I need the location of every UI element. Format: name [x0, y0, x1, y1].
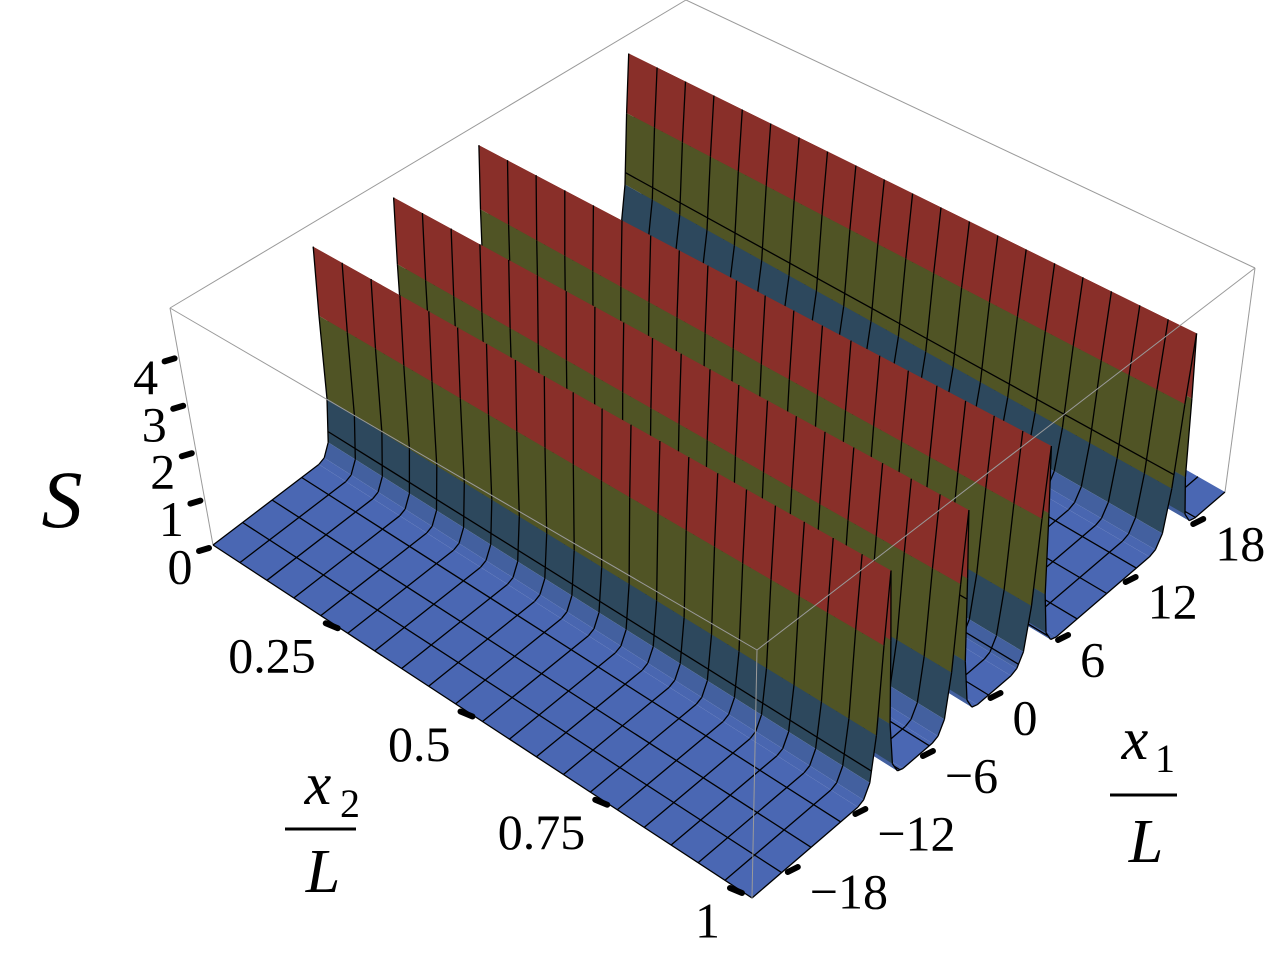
- tick-mark: [727, 885, 745, 896]
- box-front: [169, 267, 1256, 899]
- x1-label-numerator: x: [1121, 706, 1149, 772]
- tick-mark: [178, 450, 195, 460]
- tick-mark: [196, 545, 212, 554]
- tick-mark: [987, 690, 1004, 701]
- box-edge: [169, 0, 687, 309]
- tick-label: 1: [159, 491, 184, 547]
- mesh-line: [212, 463, 859, 899]
- tick-label: 2: [150, 444, 175, 500]
- mesh-line: [625, 53, 1198, 405]
- box-back: [169, 0, 1256, 546]
- box-edge: [751, 649, 758, 899]
- tick-mark: [852, 806, 869, 817]
- mesh-line: [392, 197, 970, 585]
- tick-label: 0: [168, 538, 193, 594]
- x1-label-subscript: 1: [1155, 736, 1175, 781]
- box-edge: [1224, 267, 1256, 493]
- mesh-line: [620, 184, 1173, 534]
- tick-label: 0.75: [498, 804, 586, 860]
- tick-mark: [457, 708, 476, 720]
- mesh-line: [624, 113, 1186, 489]
- tick-mark: [170, 402, 187, 412]
- surface: [212, 53, 1226, 899]
- mesh-line: [318, 315, 885, 736]
- tick-label: 0.25: [228, 628, 316, 684]
- surface-strip: [213, 464, 858, 898]
- z-axis-label: S: [42, 454, 83, 545]
- tick-mark: [1190, 516, 1207, 527]
- tick-label: 0: [1013, 689, 1038, 745]
- x2-label-denominator: L: [305, 838, 340, 906]
- tick-mark: [322, 620, 341, 632]
- box-edge: [685, 0, 1256, 269]
- x2-label-subscript: 2: [340, 781, 360, 826]
- box-edge: [169, 307, 214, 546]
- tick-mark: [1122, 574, 1139, 585]
- tick-label: 1: [695, 892, 720, 948]
- mesh-line: [478, 145, 1053, 519]
- mesh-line: [326, 398, 878, 783]
- tick-label: 4: [133, 349, 158, 405]
- tick-label: 18: [1215, 515, 1265, 571]
- tick-mark: [919, 748, 936, 759]
- tick-mark: [187, 497, 204, 507]
- mesh-line: [312, 246, 892, 646]
- tick-label: −18: [810, 863, 888, 919]
- tick-label: 3: [142, 396, 167, 452]
- tick-label: −6: [945, 747, 998, 803]
- box-edge: [756, 267, 1256, 651]
- tick-label: −12: [877, 805, 955, 861]
- mesh-line: [323, 442, 871, 801]
- box-edge: [169, 307, 758, 651]
- tick-label: 6: [1080, 631, 1105, 687]
- tick-label: 0.5: [388, 716, 451, 772]
- tick-mark: [1055, 632, 1072, 643]
- x2-label-numerator: x: [304, 751, 332, 817]
- x1-label-denominator: L: [1128, 808, 1163, 876]
- tick-mark: [161, 355, 178, 365]
- tick-label: 12: [1148, 573, 1198, 629]
- mesh-line: [318, 457, 865, 808]
- tick-mark: [592, 796, 611, 808]
- tick-mark: [784, 864, 801, 875]
